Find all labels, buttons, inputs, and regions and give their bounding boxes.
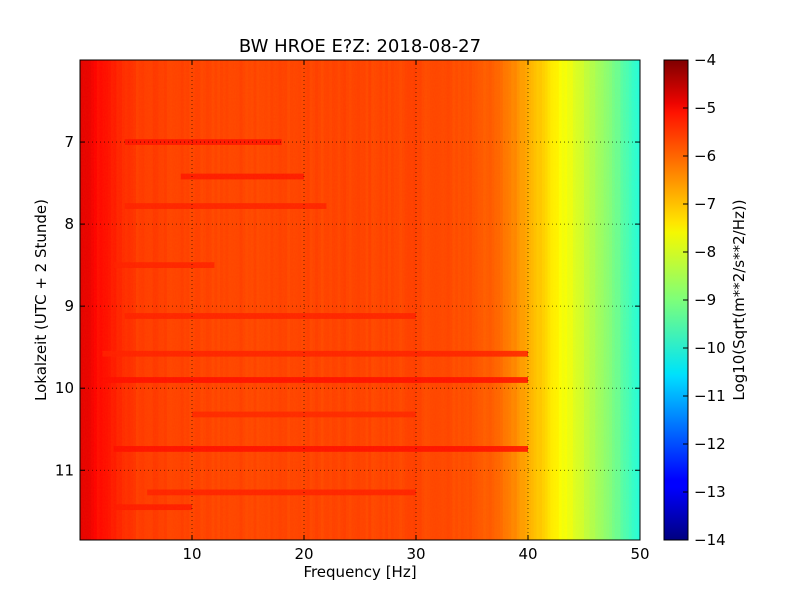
y-tick-label: 7	[64, 133, 74, 151]
x-tick-label: 10	[182, 545, 201, 563]
y-axis-label: Lokalzeit (UTC + 2 Stunde)	[32, 199, 50, 401]
x-tick-label: 50	[630, 545, 649, 563]
plot-frame	[79, 59, 641, 541]
colorbar-tick-label: −10	[694, 339, 726, 357]
x-tick-label: 30	[406, 545, 425, 563]
colorbar-tick-label: −9	[694, 291, 716, 309]
x-axis: 10 20 30 40 50	[182, 60, 650, 563]
colorbar-tick-label: −14	[694, 531, 726, 549]
chart-title: BW HROE E?Z: 2018-08-27	[239, 36, 481, 57]
colorbar: −4 −5 −6 −7 −8 −9 −10 −11 −12 −13 −14 Log10(Sqrt(m…	[663, 51, 748, 549]
plot-area: 10 20 30 40 50 7 8 9 10 11	[55, 59, 650, 563]
spectrogram-texture	[80, 60, 640, 540]
colorbar-tick-label: −12	[694, 435, 726, 453]
colorbar-tick-label: −5	[694, 99, 716, 117]
colorbar-tick-label: −8	[694, 243, 716, 261]
colorbar-tick-label: −13	[694, 483, 726, 501]
colorbar-label: Log10(Sqrt(m**2/s**2/Hz))	[730, 199, 748, 400]
colorbar-tick-label: −7	[694, 195, 716, 213]
y-tick-label: 11	[55, 461, 74, 479]
y-tick-label: 9	[64, 297, 74, 315]
x-tick-label: 20	[294, 545, 313, 563]
y-tick-label: 8	[64, 215, 74, 233]
colorbar-tick-label: −11	[694, 387, 726, 405]
colorbar-tick-label: −4	[694, 51, 716, 69]
y-tick-label: 10	[55, 379, 74, 397]
y-axis: 7 8 9 10 11	[55, 133, 640, 479]
grid-lines	[80, 60, 640, 540]
colorbar-tick-label: −6	[694, 147, 716, 165]
x-axis-label: Frequency [Hz]	[303, 563, 416, 581]
x-tick-label: 40	[518, 545, 537, 563]
colorbar-ticks: −4 −5 −6 −7 −8 −9 −10 −11 −12 −13 −14	[683, 51, 726, 549]
